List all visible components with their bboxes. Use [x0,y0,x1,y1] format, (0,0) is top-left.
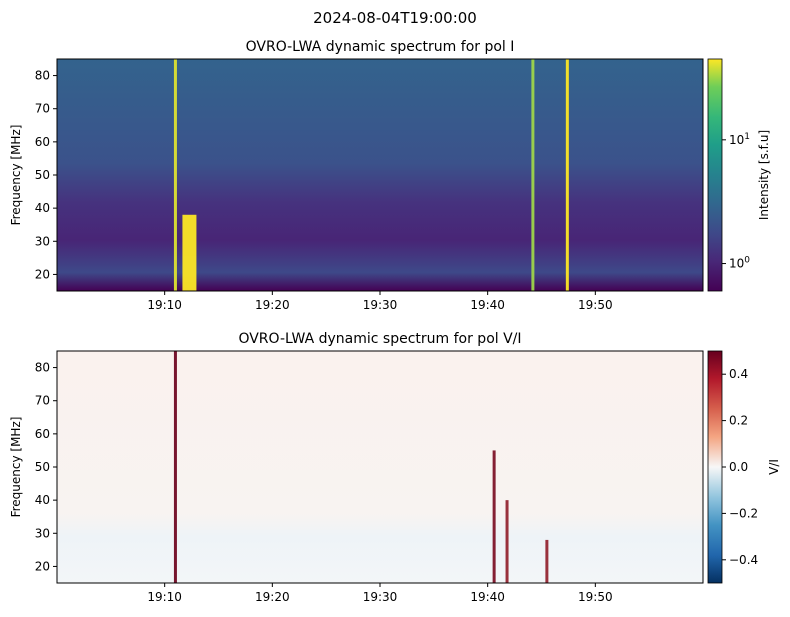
p2-cbtick-label: 0.4 [729,367,748,381]
panel-2-ylabel: Frequency [MHz] [9,417,23,518]
panel-2-title: OVRO-LWA dynamic spectrum for pol V/I [238,331,521,347]
p1-ytick-label: 70 [35,102,50,116]
p1-xtick-label: 19:50 [578,298,613,312]
p1-xtick-label: 19:20 [255,298,290,312]
p2-burst-2 [505,500,509,583]
p1-burst-2 [531,59,535,291]
p1-xtick-label: 19:40 [470,298,505,312]
p1-ytick-label: 50 [35,168,50,182]
p1-ytick-label: 60 [35,135,50,149]
p2-ytick-label: 60 [35,427,50,441]
p1-xtick-label: 19:10 [147,298,182,312]
p2-ytick-label: 70 [35,394,50,408]
suptitle: 2024-08-04T19:00:00 [313,9,477,27]
panel-2-colorbar-label: V/I [767,459,781,475]
p2-xtick-label: 19:30 [363,590,398,604]
p2-ytick-label: 20 [35,559,50,573]
p2-cbtick-label: 0.2 [729,414,748,428]
p1-ytick-label: 20 [35,267,50,281]
p2-ytick-label: 40 [35,493,50,507]
p1-cbtick-label: 100 [729,256,750,271]
p2-cbtick-label: −0.4 [729,553,758,567]
p1-ytick-label: 80 [35,69,50,83]
p2-cbtick-label: −0.2 [729,506,758,520]
p2-cbtick-label: 0.0 [729,460,748,474]
p1-cbtick-label: 101 [729,132,750,147]
p2-ytick-label: 30 [35,526,50,540]
p1-burst-1 [182,214,197,291]
panel-1-colorbar-label: Intensity [s.f.u] [757,130,771,220]
p2-burst-0 [173,351,177,583]
p2-burst-3 [545,539,549,583]
panel-1-plot-area [56,58,704,292]
p1-ytick-label: 30 [35,234,50,248]
panel-2-colorbar [707,350,723,584]
panel-1-background [57,59,703,291]
p2-burst-1 [492,450,496,583]
p2-ytick-label: 80 [35,361,50,375]
p2-xtick-label: 19:10 [147,590,182,604]
p1-burst-0 [173,59,177,291]
p1-burst-3 [565,59,569,291]
p2-ytick-label: 50 [35,460,50,474]
panel-1-ylabel: Frequency [MHz] [9,125,23,226]
panel-2-background [57,351,703,583]
panel-2-plot-area [56,350,704,584]
panel-1-colorbar [707,58,723,292]
p2-xtick-label: 19:40 [470,590,505,604]
panel-1-title: OVRO-LWA dynamic spectrum for pol I [246,39,515,55]
p1-ytick-label: 40 [35,201,50,215]
p2-xtick-label: 19:20 [255,590,290,604]
p2-xtick-label: 19:50 [578,590,613,604]
p1-xtick-label: 19:30 [363,298,398,312]
